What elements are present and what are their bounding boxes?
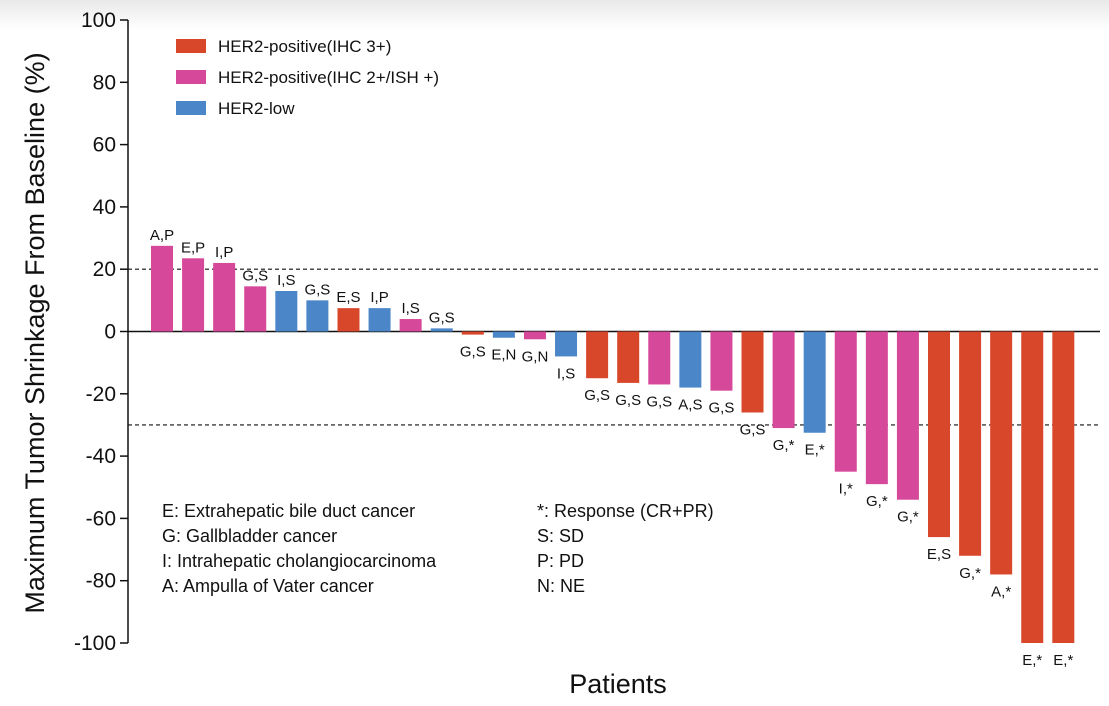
bar-label: I,* <box>839 481 853 498</box>
bar <box>586 331 609 379</box>
bar-label: G,N <box>522 348 549 365</box>
legend-label: HER2-low <box>218 99 295 118</box>
bar <box>741 331 764 413</box>
y-tick-label: -100 <box>74 632 116 655</box>
y-tick-label: -60 <box>86 507 116 530</box>
bar <box>523 331 546 340</box>
response-key: S: SD <box>537 526 584 546</box>
bar-label: A,S <box>678 397 702 414</box>
bar <box>617 331 640 383</box>
bar-label: G,* <box>773 437 795 454</box>
bar-label: E,P <box>181 239 205 256</box>
y-tick-label: -80 <box>86 570 116 593</box>
bar-label: E,S <box>927 546 951 563</box>
bar <box>368 308 391 332</box>
bar <box>1021 331 1044 643</box>
bar-label: G,* <box>897 509 919 526</box>
bar-label: G,S <box>429 309 455 326</box>
bar <box>990 331 1013 575</box>
bar-label: A,* <box>991 583 1011 600</box>
cancer-type-key: A: Ampulla of Vater cancer <box>162 576 374 596</box>
bar-label: E,* <box>1022 652 1042 669</box>
bar <box>772 331 795 429</box>
bar-label: G,S <box>242 267 268 284</box>
bar-label: G,S <box>646 393 672 410</box>
bar <box>461 331 484 335</box>
bar <box>648 331 671 385</box>
bar <box>896 331 919 500</box>
bar-label: G,S <box>584 387 610 404</box>
bar <box>492 331 515 338</box>
bar-label: A,P <box>150 227 174 244</box>
bar-label: G,* <box>866 493 888 510</box>
bar-label: I,S <box>557 365 575 382</box>
legend-swatch <box>176 39 206 53</box>
legend-swatch <box>176 70 206 84</box>
cancer-type-key: E: Extrahepatic bile duct cancer <box>162 501 415 521</box>
bar-label: I,P <box>370 289 388 306</box>
bar-label: E,N <box>491 347 516 364</box>
y-tick-label: 40 <box>93 196 116 219</box>
bar <box>928 331 950 538</box>
bar-label: G,S <box>460 344 486 361</box>
legend-label: HER2-positive(IHC 3+) <box>218 37 391 56</box>
bar <box>710 331 733 391</box>
bar <box>834 331 857 472</box>
bar <box>399 319 422 332</box>
response-key: P: PD <box>537 551 584 571</box>
bar <box>182 258 205 332</box>
bar-label: G,S <box>740 421 766 438</box>
response-key: *: Response (CR+PR) <box>537 501 714 521</box>
bar <box>244 286 267 332</box>
bar-label: G,S <box>615 392 641 409</box>
bar <box>275 291 298 332</box>
y-tick-label: 0 <box>104 321 116 344</box>
bar <box>151 245 173 332</box>
bar-label: E,* <box>805 442 825 459</box>
bar <box>555 331 578 357</box>
y-tick-label: 100 <box>81 9 116 32</box>
cancer-type-key: I: Intrahepatic cholangiocarcinoma <box>162 551 437 571</box>
bar <box>1052 331 1075 643</box>
legend-label: HER2-positive(IHC 2+/ISH +) <box>218 68 439 87</box>
bar-label: G,S <box>304 281 330 298</box>
legend-swatch <box>176 101 206 115</box>
bar-label: I,S <box>401 300 419 317</box>
bar <box>679 331 702 388</box>
bar-label: G,* <box>959 565 981 582</box>
top-shade <box>0 0 1109 30</box>
bar-label: I,P <box>215 244 233 261</box>
y-tick-label: 80 <box>93 71 116 94</box>
bar-label: E,S <box>336 289 360 306</box>
y-tick-label: -20 <box>86 383 116 406</box>
bar <box>213 262 236 332</box>
x-axis-title: Patients <box>569 669 667 699</box>
bar <box>306 300 329 332</box>
y-tick-label: -40 <box>86 445 116 468</box>
bar <box>803 331 826 433</box>
bar <box>337 308 360 332</box>
bar-label: E,* <box>1053 652 1073 669</box>
bar <box>430 328 453 332</box>
response-key: N: NE <box>537 576 585 596</box>
bar-label: G,S <box>709 400 735 417</box>
bar <box>865 331 888 485</box>
y-axis-title: Maximum Tumor Shrinkage From Baseline (%… <box>20 52 50 613</box>
bar-label: I,S <box>277 272 295 289</box>
y-tick-label: 60 <box>93 134 116 157</box>
y-tick-label: 20 <box>93 258 116 281</box>
bar <box>959 331 982 556</box>
cancer-type-key: G: Gallbladder cancer <box>162 526 337 546</box>
